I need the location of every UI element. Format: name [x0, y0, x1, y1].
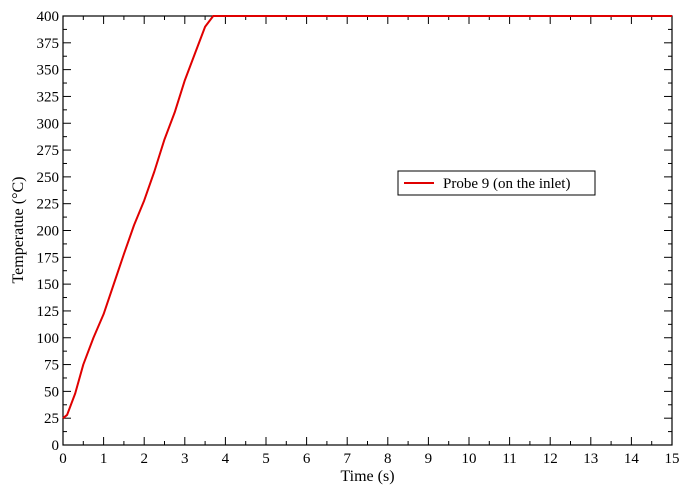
- x-tick-label: 2: [140, 451, 148, 467]
- y-tick-label: 400: [37, 9, 60, 25]
- x-tick-label: 10: [462, 451, 477, 467]
- y-tick-label: 25: [44, 411, 59, 427]
- legend-label: Probe 9 (on the inlet): [443, 176, 570, 192]
- y-tick-label: 175: [37, 250, 60, 266]
- y-tick-label: 225: [37, 197, 60, 213]
- plot-area: [62, 15, 673, 446]
- y-tick-label: 50: [44, 384, 59, 400]
- tick-labels: 0 1 2 3 4 5 6 7 8 9 10 11 12 13 14 15025507510012515017…: [37, 9, 680, 467]
- x-tick-label: 15: [665, 451, 680, 467]
- x-tick-label: 1: [100, 451, 108, 467]
- x-tick-label: 13: [583, 451, 598, 467]
- x-tick-label: 6: [303, 451, 311, 467]
- x-tick-label: 7: [343, 451, 351, 467]
- x-tick-label: 11: [502, 451, 516, 467]
- y-tick-label: 325: [37, 89, 60, 105]
- y-tick-label: 250: [37, 170, 60, 186]
- y-tick-label: 125: [37, 304, 60, 320]
- x-tick-label: 8: [384, 451, 392, 467]
- y-tick-label: 350: [37, 63, 60, 79]
- x-axis-title: Time (s): [340, 468, 394, 485]
- y-tick-label: 275: [37, 143, 60, 159]
- y-tick-label: 100: [37, 331, 60, 347]
- legend: Probe 9 (on the inlet): [397, 170, 596, 196]
- x-tick-label: 0: [59, 451, 67, 467]
- y-tick-label: 150: [37, 277, 60, 293]
- y-tick-label: 200: [37, 224, 60, 240]
- y-tick-label: 0: [52, 438, 60, 454]
- x-tick-label: 4: [222, 451, 230, 467]
- series-line-probe-9: [62, 15, 672, 419]
- x-tick-label: 12: [543, 451, 558, 467]
- x-tick-label: 3: [181, 451, 189, 467]
- y-tick-label: 375: [37, 36, 60, 52]
- axis-ticks: [62, 15, 673, 446]
- x-tick-label: 5: [262, 451, 270, 467]
- series-lines: [62, 15, 672, 419]
- x-tick-label: 9: [425, 451, 433, 467]
- y-tick-label: 75: [44, 358, 59, 374]
- x-tick-label: 14: [624, 451, 640, 467]
- y-tick-label: 300: [37, 116, 60, 132]
- y-axis-title: Temperatue (°C): [10, 176, 27, 283]
